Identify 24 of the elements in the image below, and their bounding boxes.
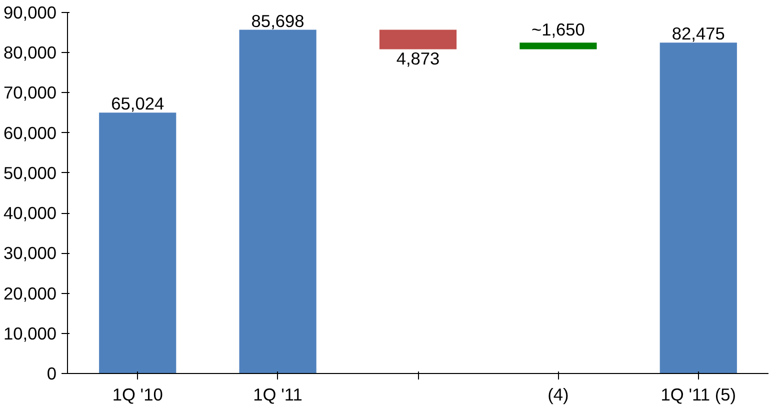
data-label: ~1,650 <box>531 20 585 40</box>
bar <box>239 30 316 374</box>
bar <box>520 42 597 50</box>
bar <box>660 42 737 374</box>
y-tick-label: 10,000 <box>4 323 56 344</box>
y-tick-label: 20,000 <box>4 283 56 304</box>
y-tick-label: 30,000 <box>4 243 56 264</box>
y-tick-label: 50,000 <box>4 162 56 183</box>
y-tick-label: 70,000 <box>4 82 56 103</box>
y-tick-label: 60,000 <box>4 122 56 143</box>
bar <box>379 30 457 50</box>
data-label: 4,873 <box>396 48 440 68</box>
x-tick-label: (4) <box>548 384 569 404</box>
y-tick-label: 90,000 <box>4 2 56 22</box>
y-tick-label: 80,000 <box>4 42 56 63</box>
x-tick-label: 1Q '11 <box>253 384 302 404</box>
bar <box>99 112 176 374</box>
data-label: 65,024 <box>111 94 164 114</box>
data-label: 85,698 <box>251 10 304 31</box>
y-tick-label: 40,000 <box>4 203 56 224</box>
y-tick-label: 0 <box>46 364 57 384</box>
data-label: 82,475 <box>672 24 725 44</box>
x-tick-label: 1Q '11 (5) <box>660 384 736 404</box>
x-tick-label: 1Q '10 <box>112 384 163 404</box>
